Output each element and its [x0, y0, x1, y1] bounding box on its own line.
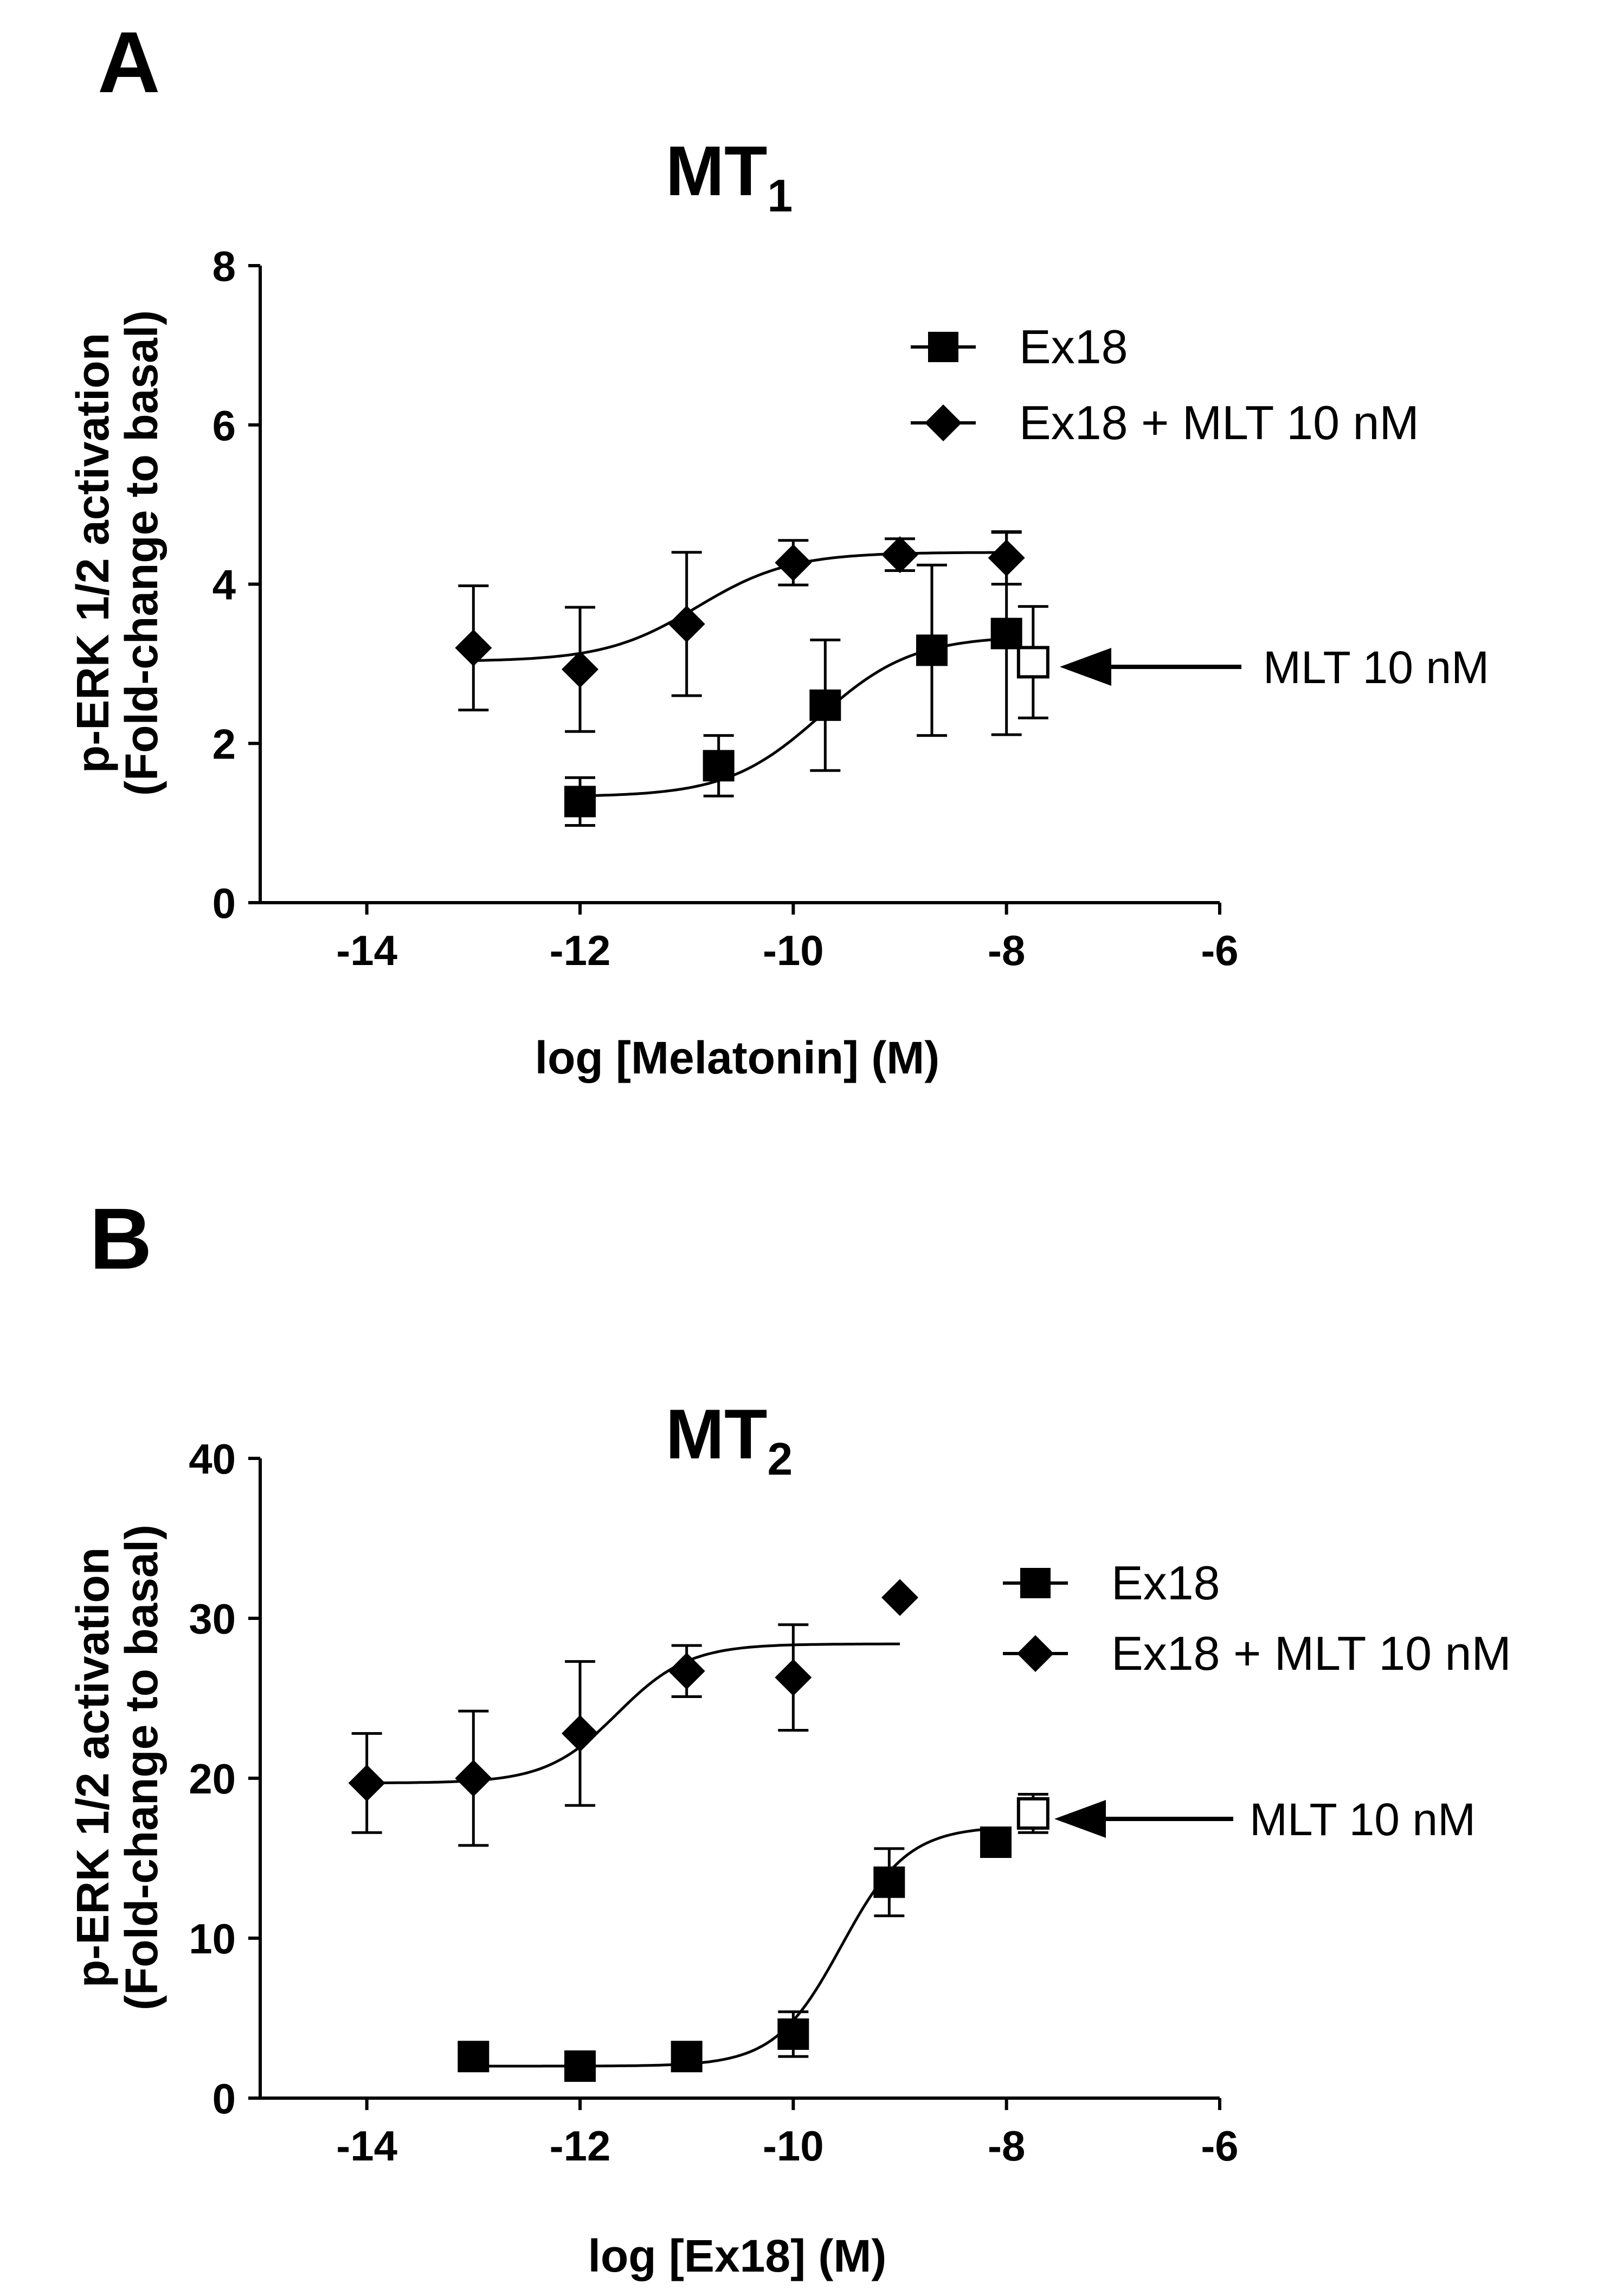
- x-tick-label: -12: [550, 2122, 611, 2170]
- legend-marker-diamond: [1017, 1635, 1054, 1672]
- legend: Ex18 Ex18 + MLT 10 nM: [911, 320, 1419, 449]
- data-point-diamond: [988, 539, 1025, 577]
- title-subscript: 2: [767, 1433, 793, 1484]
- legend-marker-square: [1020, 1568, 1051, 1598]
- y-axis-label-line2: (Fold-change to basal): [116, 1525, 167, 2010]
- data-point-diamond: [881, 1579, 918, 1616]
- panel-b: B MT2 p-ERK 1/2 activation (Fold-change …: [67, 1190, 1511, 2281]
- data-point-square: [671, 2041, 703, 2073]
- data-point-square: [809, 689, 841, 721]
- title-subscript: 1: [767, 170, 793, 221]
- axes: 0 2 4 6 8 -14 -12 -10 -8 -6: [212, 242, 1239, 974]
- data-point-diamond: [668, 605, 705, 642]
- data-point-diamond: [775, 1659, 812, 1696]
- x-tick-label: -8: [988, 2122, 1025, 2170]
- panel-label: B: [89, 1190, 152, 1287]
- legend-label-ex18-mlt: Ex18 + MLT 10 nM: [1111, 1626, 1511, 1680]
- data-point-diamond: [562, 1715, 598, 1752]
- x-tick-label: -12: [550, 927, 611, 974]
- x-tick-label: -6: [1201, 2122, 1238, 2170]
- fit-curve-series-0: [473, 1826, 1007, 2068]
- x-tick-label: -10: [763, 927, 824, 974]
- x-tick-label: -14: [336, 2122, 397, 2170]
- data-point-diamond: [881, 536, 918, 574]
- data-point-square: [564, 786, 596, 818]
- y-axis-label-line1: p-ERK 1/2 activation: [67, 1547, 118, 1988]
- data-point-diamond: [562, 651, 598, 688]
- data-point-diamond: [455, 1760, 492, 1797]
- fit-curve-series-1: [473, 551, 1007, 662]
- title-main: MT: [666, 131, 768, 210]
- data-point-square: [873, 1866, 905, 1898]
- fit-curves: [473, 551, 1007, 798]
- data-point-square: [916, 634, 948, 666]
- y-tick-label: 0: [212, 2075, 236, 2123]
- data-markers: [455, 530, 1049, 827]
- data-point-square: [564, 2050, 596, 2082]
- data-point-square: [980, 1826, 1012, 1858]
- data-point-open-square: [1016, 1797, 1049, 1830]
- y-tick-label: 20: [189, 1755, 236, 1803]
- x-tick-label: -6: [1201, 927, 1238, 974]
- data-point-open-square: [1016, 646, 1049, 679]
- y-tick-label: 4: [212, 561, 236, 609]
- legend-label-ex18: Ex18: [1111, 1556, 1220, 1610]
- y-tick-label: 10: [189, 1915, 236, 1963]
- y-tick-label: 0: [212, 879, 236, 927]
- legend-marker-square: [928, 332, 958, 362]
- fit-curve-series-1: [366, 1642, 900, 1785]
- data-point-diamond: [775, 544, 812, 581]
- y-tick-label: 8: [212, 242, 236, 290]
- data-point-square: [703, 750, 735, 782]
- data-point-diamond: [455, 629, 492, 666]
- callout-arrow-head: [1060, 648, 1111, 686]
- title-main: MT: [666, 1394, 768, 1474]
- y-tick-label: 40: [189, 1435, 236, 1483]
- callout-label: MLT 10 nM: [1263, 642, 1489, 693]
- callout-label: MLT 10 nM: [1250, 1794, 1476, 1845]
- mlt-callout: MLT 10 nM: [1054, 1794, 1476, 1845]
- data-point-diamond: [668, 1652, 705, 1690]
- panel-a: A MT1 p-ERK 1/2 activation (Fold-change …: [67, 14, 1489, 1083]
- legend: Ex18 Ex18 + MLT 10 nM: [1003, 1556, 1511, 1680]
- y-axis-label: p-ERK 1/2 activation (Fold-change to bas…: [67, 1525, 167, 2010]
- chart-title: MT1: [666, 131, 793, 221]
- y-axis-label-line2: (Fold-change to basal): [116, 310, 167, 796]
- panel-label: A: [98, 14, 160, 111]
- data-point-square: [777, 2018, 809, 2050]
- x-tick-label: -10: [763, 2122, 824, 2170]
- y-tick-label: 6: [212, 402, 236, 449]
- mlt-callout: MLT 10 nM: [1060, 642, 1489, 693]
- callout-arrow-head: [1054, 1800, 1106, 1838]
- axes: 0 10 20 30 40 -14 -12 -10 -8 -6: [189, 1435, 1238, 2170]
- legend-label-ex18: Ex18: [1019, 320, 1128, 374]
- data-point-square: [990, 618, 1022, 649]
- legend-marker-diamond: [925, 404, 962, 441]
- y-tick-label: 30: [189, 1595, 236, 1643]
- y-axis-label-line1: p-ERK 1/2 activation: [67, 333, 118, 773]
- x-tick-label: -8: [988, 927, 1025, 974]
- data-point-square: [458, 2041, 490, 2073]
- y-axis-label: p-ERK 1/2 activation (Fold-change to bas…: [67, 310, 167, 796]
- data-markers: [348, 1579, 1049, 2082]
- chart-title: MT2: [666, 1394, 793, 1484]
- x-axis-label: log [Ex18] (M): [588, 2230, 887, 2281]
- fit-curves: [366, 1642, 1007, 2068]
- y-tick-label: 2: [212, 720, 236, 768]
- data-point-diamond: [348, 1764, 385, 1802]
- x-axis-label: log [Melatonin] (M): [535, 1032, 939, 1083]
- legend-label-ex18-mlt: Ex18 + MLT 10 nM: [1019, 396, 1419, 449]
- x-tick-label: -14: [336, 927, 397, 974]
